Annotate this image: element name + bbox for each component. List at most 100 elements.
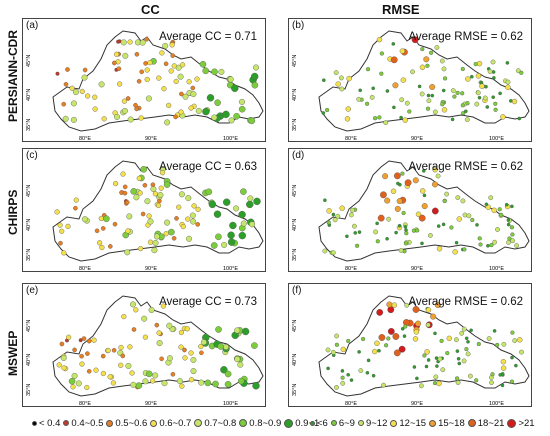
station-marker: [459, 330, 465, 336]
station-marker: [69, 85, 75, 91]
station-marker: [59, 228, 65, 234]
station-marker: [147, 218, 154, 225]
station-marker: [168, 228, 175, 236]
legend-item: 6~9: [330, 418, 355, 429]
station-marker: [326, 208, 332, 214]
station-marker: [325, 347, 331, 353]
station-marker: [241, 327, 250, 336]
station-marker: [390, 188, 397, 194]
legend-label: < 0.4: [39, 418, 61, 429]
legend-label: 12~15: [399, 418, 427, 429]
station-marker: [377, 115, 382, 120]
station-marker: [133, 307, 139, 313]
station-marker: [476, 60, 483, 67]
station-marker: [190, 368, 197, 375]
station-marker: [188, 105, 194, 111]
lon-tick-label: 100°E: [489, 136, 504, 142]
station-marker: [500, 114, 506, 120]
lat-tick-label: 45°N: [292, 320, 298, 332]
station-marker: [357, 230, 362, 234]
station-marker: [251, 342, 258, 349]
station-marker: [509, 225, 514, 230]
station-marker: [474, 101, 480, 107]
lat-tick-label: 40°N: [292, 354, 298, 366]
station-marker: [99, 244, 105, 251]
legend-label: <6: [317, 418, 328, 429]
panel-label: (b): [292, 20, 305, 31]
station-marker: [238, 105, 246, 113]
station-marker: [122, 52, 129, 59]
station-marker: [500, 365, 507, 371]
station-marker: [148, 307, 155, 314]
station-marker: [426, 98, 432, 104]
lon-tick-label: 90°E: [411, 401, 423, 407]
station-marker: [470, 217, 475, 223]
lon-tick-label: 80°E: [345, 401, 357, 407]
station-marker: [326, 220, 331, 225]
lat-tick-label: 35°N: [26, 119, 32, 131]
station-marker: [72, 347, 77, 353]
station-marker: [247, 195, 254, 202]
station-marker: [396, 181, 400, 186]
lon-tick-label: 90°E: [411, 136, 423, 142]
station-marker: [215, 233, 222, 241]
station-marker: [348, 212, 354, 218]
station-marker: [234, 356, 241, 363]
station-marker: [449, 225, 454, 230]
station-marker: [392, 82, 399, 89]
lon-tick-label: 90°E: [411, 266, 423, 272]
station-marker: [61, 250, 67, 256]
station-marker: [407, 109, 412, 114]
station-marker: [441, 222, 446, 227]
station-marker: [137, 190, 143, 196]
station-marker: [510, 355, 514, 360]
station-marker: [248, 221, 255, 228]
station-marker: [400, 77, 407, 83]
station-marker: [371, 86, 375, 91]
lat-tick-label: 45°N: [26, 185, 32, 197]
station-marker: [435, 364, 439, 368]
station-marker: [510, 330, 515, 335]
station-marker: [453, 337, 459, 343]
station-marker: [387, 328, 395, 335]
station-marker: [147, 239, 154, 245]
lat-tick-label: 40°N: [292, 89, 298, 101]
station-marker: [326, 366, 330, 371]
station-marker: [161, 380, 168, 387]
panel-label: (c): [26, 150, 38, 161]
station-marker: [195, 206, 201, 213]
station-marker: [385, 89, 390, 93]
station-marker: [182, 93, 189, 100]
station-marker: [126, 213, 133, 220]
legend-dot-icon: [330, 420, 337, 427]
station-marker: [211, 68, 218, 76]
station-marker: [217, 343, 224, 350]
station-marker: [100, 370, 107, 377]
station-marker: [378, 334, 386, 341]
station-marker: [164, 119, 171, 126]
station-marker: [489, 380, 494, 386]
station-marker: [86, 338, 92, 344]
station-marker: [134, 52, 140, 57]
station-marker: [169, 42, 175, 48]
station-marker: [142, 334, 149, 340]
station-marker: [321, 111, 326, 115]
station-marker: [238, 231, 247, 240]
legend-label: 9~12: [365, 418, 388, 429]
station-marker: [111, 348, 117, 353]
station-marker: [456, 357, 461, 361]
station-marker: [424, 349, 430, 355]
station-marker: [81, 74, 88, 81]
panel-label: (f): [292, 285, 302, 296]
station-marker: [63, 82, 69, 87]
station-marker: [492, 239, 498, 245]
station-marker: [152, 239, 159, 246]
legend-dot-icon: [284, 418, 294, 428]
station-marker: [349, 378, 354, 382]
station-marker: [421, 169, 426, 173]
station-marker: [464, 346, 469, 352]
station-marker: [240, 188, 247, 195]
station-marker: [426, 93, 431, 98]
station-marker: [96, 240, 103, 246]
station-marker: [186, 79, 192, 85]
